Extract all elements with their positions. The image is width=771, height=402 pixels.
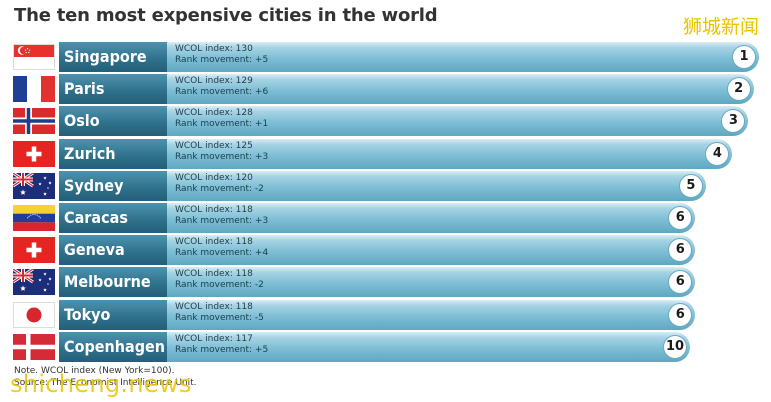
singapore-flag-icon	[13, 44, 55, 70]
watermark-url: shicheng.news	[10, 370, 192, 398]
rank-movement-label: Rank movement: +1	[175, 119, 269, 130]
index-value-label: WCOL index: 129	[175, 76, 253, 87]
rank-badge: 6	[668, 238, 693, 263]
bar-row: Copenhagen WCOL index: 117 Rank movement: …	[0, 331, 771, 362]
data-label: WCOL index: 129 Rank movement: +6	[175, 76, 268, 98]
australia-flag-icon	[13, 172, 55, 199]
bar: Caracas WCOL index: 118 Rank movement: +3	[59, 203, 696, 233]
rank-badge: 10	[663, 334, 687, 359]
rank-badge: 5	[678, 173, 703, 198]
switzerland-flag-icon	[13, 237, 55, 264]
data-label: WCOL index: 118 Rank movement: +3	[175, 205, 268, 227]
rank-movement-label: Rank movement: -5	[175, 312, 264, 323]
japan-flag-icon	[13, 301, 55, 328]
bar: Tokyo WCOL index: 118 Rank movement: -5	[59, 299, 696, 330]
bar-row: Tokyo WCOL index: 118 Rank movement: -5 6	[0, 299, 771, 330]
index-value-label: WCOL index: 118	[175, 269, 253, 280]
city-label: Zurich	[59, 138, 167, 169]
france-flag-icon	[13, 76, 55, 103]
bar-track	[59, 74, 754, 105]
city-label: Copenhagen	[59, 331, 167, 362]
index-value-label: WCOL index: 118	[175, 237, 253, 248]
bar: Singapore WCOL index: 130 Rank movement: +…	[59, 42, 759, 72]
rank-badge: 4	[705, 141, 730, 166]
australia-flag-icon	[13, 269, 55, 296]
rank-badge: 2	[726, 77, 751, 102]
rank-movement-label: Rank movement: +3	[175, 216, 269, 226]
data-label: WCOL index: 117 Rank movement: +5	[175, 334, 268, 356]
data-label: WCOL index: 118 Rank movement: +4	[175, 237, 268, 259]
index-value-label: WCOL index: 130	[175, 44, 253, 54]
city-label: Singapore	[59, 42, 167, 72]
bar-row: Paris WCOL index: 129 Rank movement: +6 2	[0, 74, 771, 105]
rank-movement-label: Rank movement: -2	[175, 280, 264, 291]
bar: Copenhagen WCOL index: 117 Rank movement: …	[59, 331, 690, 362]
bar-row: Zurich WCOL index: 125 Rank movement: +3 4	[0, 138, 771, 169]
index-value-label: WCOL index: 118	[175, 205, 253, 215]
venezuela-flag-icon	[13, 205, 55, 231]
rank-badge: 1	[732, 45, 756, 69]
city-label: Oslo	[59, 106, 167, 137]
rank-badge: 6	[668, 302, 693, 327]
bar: Oslo WCOL index: 128 Rank movement: +1	[59, 106, 749, 137]
bar-row: Oslo WCOL index: 128 Rank movement: +1 3	[0, 106, 771, 137]
bar-row: Sydney WCOL index: 120 Rank movement: -2 5	[0, 170, 771, 201]
city-label: Melbourne	[59, 267, 167, 298]
bar-track	[59, 42, 759, 72]
rank-badge: 6	[668, 206, 693, 230]
city-label: Geneva	[59, 235, 167, 266]
index-value-label: WCOL index: 120	[175, 172, 253, 183]
rank-movement-label: Rank movement: +5	[175, 55, 269, 65]
bar-row: Caracas WCOL index: 118 Rank movement: +3 6	[0, 203, 771, 233]
index-value-label: WCOL index: 125	[175, 140, 253, 151]
switzerland-flag-icon	[13, 140, 55, 167]
bar-row: Singapore WCOL index: 130 Rank movement: +…	[0, 42, 771, 72]
city-label: Tokyo	[59, 299, 167, 330]
rank-badge: 6	[668, 270, 693, 295]
rank-movement-label: Rank movement: +4	[175, 248, 269, 259]
data-label: WCOL index: 118 Rank movement: -2	[175, 269, 264, 291]
norway-flag-icon	[13, 108, 55, 135]
city-label: Caracas	[59, 203, 167, 233]
data-label: WCOL index: 125 Rank movement: +3	[175, 141, 268, 163]
rank-badge: 3	[721, 109, 746, 134]
bar-row: Melbourne WCOL index: 118 Rank movement: -…	[0, 267, 771, 298]
bar-track	[59, 138, 733, 169]
chart-note: Note. WCOL index (New York=100).	[14, 366, 175, 376]
data-label: WCOL index: 128 Rank movement: +1	[175, 108, 268, 130]
watermark-chinese: 狮城新闻	[682, 16, 759, 38]
bar-track	[59, 106, 749, 137]
index-value-label: WCOL index: 128	[175, 108, 253, 119]
bar: Paris WCOL index: 129 Rank movement: +6	[59, 74, 754, 105]
chart-source: Source: The Economist Intelligence Unit.	[14, 378, 197, 388]
data-label: WCOL index: 120 Rank movement: -2	[175, 173, 264, 195]
rank-movement-label: Rank movement: -2	[175, 183, 264, 194]
bar: Sydney WCOL index: 120 Rank movement: -2	[59, 170, 706, 201]
rank-movement-label: Rank movement: +6	[175, 87, 269, 98]
bar: Geneva WCOL index: 118 Rank movement: +4	[59, 235, 696, 266]
rank-movement-label: Rank movement: +3	[175, 151, 269, 162]
denmark-flag-icon	[13, 333, 55, 360]
data-label: WCOL index: 130 Rank movement: +5	[175, 44, 268, 66]
chart-title: The ten most expensive cities in the wor…	[14, 5, 438, 26]
city-label: Sydney	[59, 170, 167, 201]
rank-movement-label: Rank movement: +5	[175, 344, 269, 355]
bar: Zurich WCOL index: 125 Rank movement: +3	[59, 138, 733, 169]
bar: Melbourne WCOL index: 118 Rank movement: -…	[59, 267, 696, 298]
index-value-label: WCOL index: 118	[175, 301, 253, 312]
index-value-label: WCOL index: 117	[175, 333, 253, 344]
city-label: Paris	[59, 74, 167, 105]
bar-row: Geneva WCOL index: 118 Rank movement: +4 6	[0, 235, 771, 266]
data-label: WCOL index: 118 Rank movement: -5	[175, 302, 264, 324]
